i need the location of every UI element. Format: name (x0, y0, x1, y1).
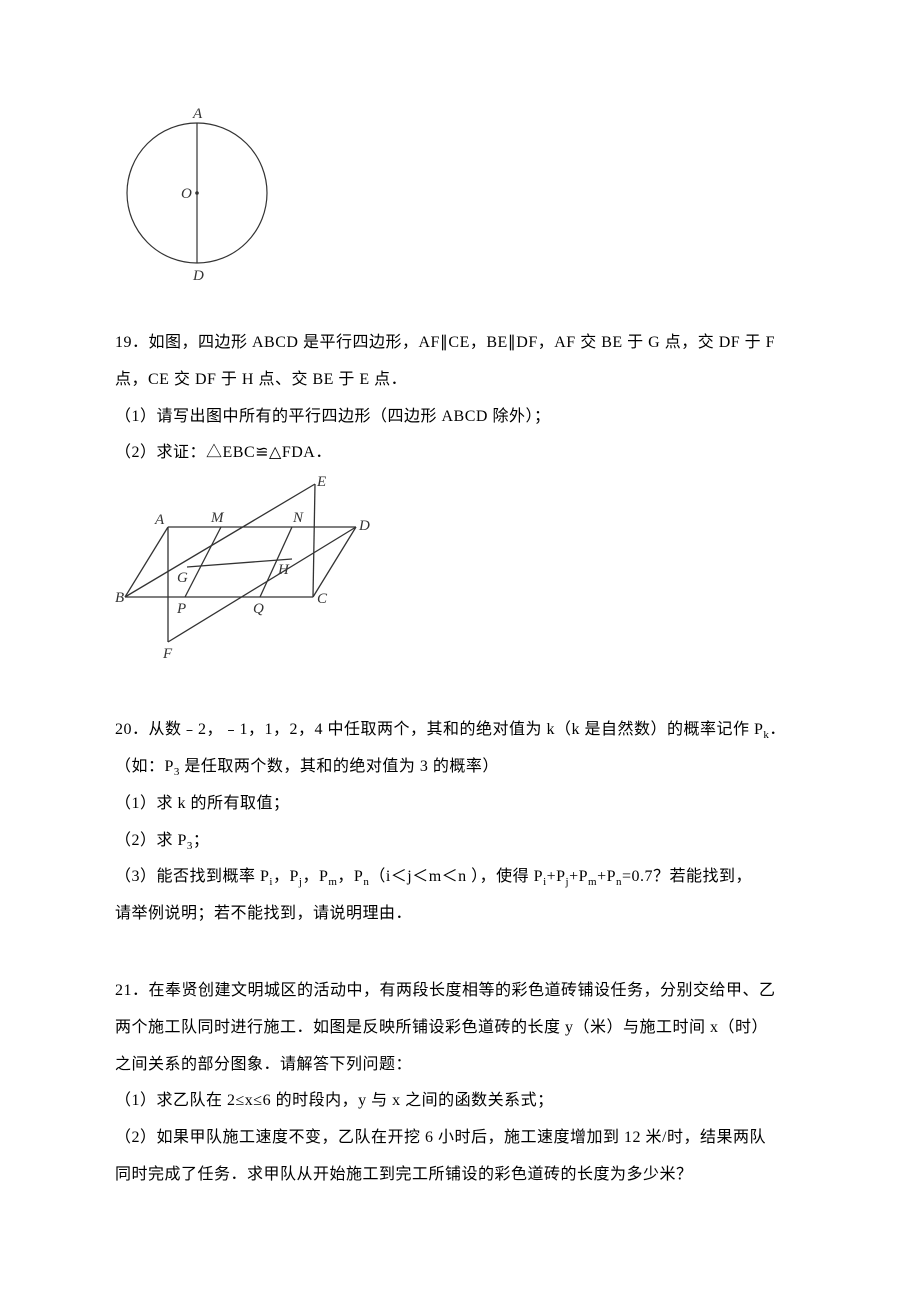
text: （i＜j＜m＜n ），使得 P (369, 868, 543, 885)
parallelogram-diagram: A B C D E F G H M N P Q (115, 472, 375, 672)
svg-text:B: B (115, 590, 124, 606)
svg-text:M: M (210, 510, 225, 526)
svg-text:C: C (317, 591, 328, 607)
text: ； (193, 832, 210, 849)
text: +P (547, 868, 566, 885)
problem-19: 19．如图，四边形 ABCD 是平行四边形，AF∥CE，BE∥DF，AF 交 B… (115, 325, 805, 672)
text: ． (769, 721, 786, 738)
p21-line1: 21．在奉贤创建文明城区的活动中，有两段长度相等的彩色道砖铺设任务，分别交给甲、… (115, 973, 805, 1010)
text: +P (597, 868, 616, 885)
figure-18-circle: A O D (115, 90, 805, 285)
svg-text:F: F (162, 646, 173, 662)
p20-line5: （3）能否找到概率 Pi，Pj，Pm，Pn（i＜j＜m＜n ），使得 Pi+Pj… (115, 859, 805, 896)
p20-line1: 20．从数﹣2，﹣1，1，2，4 中任取两个，其和的绝对值为 k（k 是自然数）… (115, 712, 805, 749)
svg-text:O: O (181, 186, 192, 202)
p20-line4: （2）求 P3； (115, 823, 805, 860)
text: ，P (273, 868, 299, 885)
text: +P (569, 868, 588, 885)
svg-text:P: P (176, 601, 186, 617)
svg-text:H: H (277, 562, 290, 578)
problem-20: 20．从数﹣2，﹣1，1，2，4 中任取两个，其和的绝对值为 k（k 是自然数）… (115, 712, 805, 933)
p21-line6: 同时完成了任务．求甲队从开始施工到完工所铺设的彩色道砖的长度为多少米？ (115, 1157, 805, 1194)
p21-line4: （1）求乙队在 2≤x≤6 的时段内，y 与 x 之间的函数关系式； (115, 1083, 805, 1120)
p19-line1a: 19．如图，四边形 ABCD 是平行四边形，AF∥CE，BE∥DF，AF 交 B… (115, 325, 805, 362)
text: =0.7？若能找到， (622, 868, 752, 885)
p19-line2: （1）请写出图中所有的平行四边形（四边形 ABCD 除外）； (115, 399, 805, 436)
svg-text:D: D (358, 518, 370, 534)
svg-text:N: N (292, 510, 304, 526)
p21-line5: （2）如果甲队施工速度不变，乙队在开挖 6 小时后，施工速度增加到 12 米/时… (115, 1120, 805, 1157)
text: 20．从数﹣2，﹣1，1，2，4 中任取两个，其和的绝对值为 k（k 是自然数）… (115, 721, 763, 738)
svg-text:D: D (192, 268, 204, 284)
p19-line1b: 点，CE 交 DF 于 H 点、交 BE 于 E 点． (115, 362, 805, 399)
svg-text:Q: Q (253, 601, 264, 617)
text: （3）能否找到概率 P (115, 868, 269, 885)
text: （2）求 P (115, 832, 187, 849)
p19-line3: （2）求证：△EBC≌△FDA． (115, 435, 805, 472)
text: （如：P (115, 758, 174, 775)
p20-line3: （1）求 k 的所有取值； (115, 786, 805, 823)
problem-21: 21．在奉贤创建文明城区的活动中，有两段长度相等的彩色道砖铺设任务，分别交给甲、… (115, 973, 805, 1194)
svg-text:G: G (177, 570, 188, 586)
p20-line2: （如：P3 是任取两个数，其和的绝对值为 3 的概率） (115, 749, 805, 786)
text: ，P (302, 868, 328, 885)
svg-text:E: E (316, 474, 326, 490)
text: 是任取两个数，其和的绝对值为 3 的概率） (180, 758, 499, 775)
figure-19-parallelogram: A B C D E F G H M N P Q (115, 472, 805, 672)
circle-diagram: A O D (115, 90, 280, 285)
svg-text:A: A (154, 512, 165, 528)
p21-line2: 两个施工队同时进行施工．如图是反映所铺设彩色道砖的长度 y（米）与施工时间 x（… (115, 1010, 805, 1047)
subscript: m (588, 877, 597, 889)
svg-text:A: A (192, 106, 203, 122)
text: ，P (337, 868, 363, 885)
p21-line3: 之间关系的部分图象．请解答下列问题： (115, 1047, 805, 1084)
p20-line6: 请举例说明；若不能找到，请说明理由． (115, 896, 805, 933)
